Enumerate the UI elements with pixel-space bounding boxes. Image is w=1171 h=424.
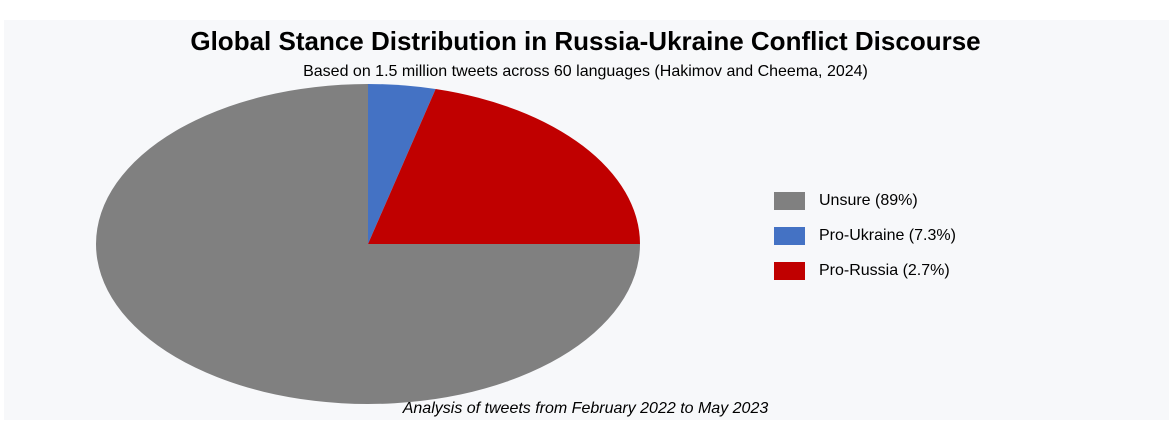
legend-swatch-pro-ukraine bbox=[774, 227, 805, 245]
chart-subtitle: Based on 1.5 million tweets across 60 la… bbox=[303, 63, 868, 80]
legend-item-pro-russia: Pro-Russia (2.7%) bbox=[774, 262, 950, 280]
pie-slice-pro-russia bbox=[368, 89, 640, 244]
legend-label-pro-russia: Pro-Russia (2.7%) bbox=[819, 262, 950, 279]
legend-swatch-unsure bbox=[774, 192, 805, 210]
pie-slice-pro-ukraine bbox=[368, 84, 436, 244]
legend-item-pro-ukraine: Pro-Ukraine (7.3%) bbox=[774, 227, 956, 245]
chart-footnote: Analysis of tweets from February 2022 to… bbox=[402, 400, 769, 417]
pie-slice-unsure bbox=[96, 84, 640, 404]
legend-item-unsure: Unsure (89%) bbox=[774, 192, 918, 210]
legend-label-unsure: Unsure (89%) bbox=[819, 192, 918, 209]
chart-title: Global Stance Distribution in Russia-Ukr… bbox=[190, 26, 981, 56]
legend-swatch-pro-russia bbox=[774, 262, 805, 280]
legend-label-pro-ukraine: Pro-Ukraine (7.3%) bbox=[819, 227, 956, 244]
